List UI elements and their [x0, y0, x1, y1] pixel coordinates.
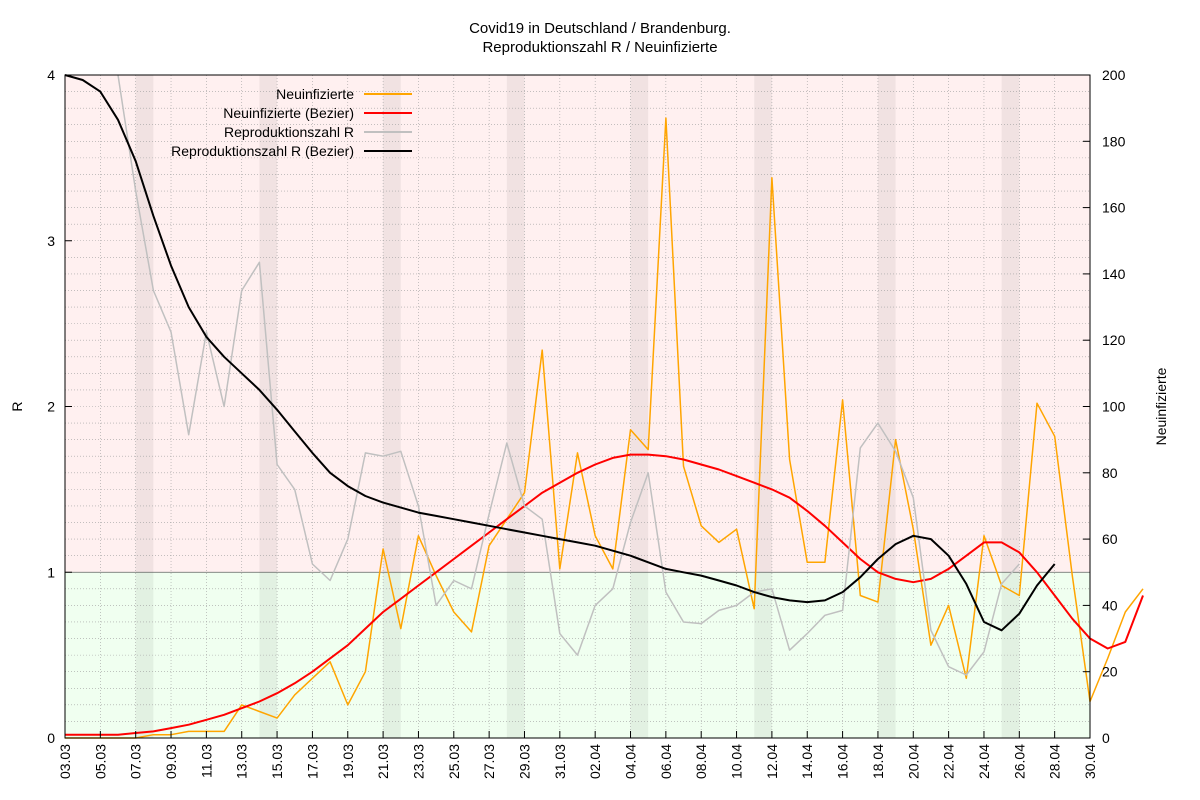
legend-label-neuinfizierte_bezier: Neuinfizierte (Bezier) [223, 105, 354, 121]
y-right-tick-label: 40 [1102, 597, 1118, 613]
y-right-tick-label: 140 [1102, 266, 1126, 282]
x-tick-label: 23.03 [410, 744, 426, 779]
x-tick-label: 14.04 [799, 744, 815, 779]
x-tick-label: 04.04 [623, 744, 639, 779]
y-right-tick-label: 0 [1102, 730, 1110, 746]
series-line-neuinfizierte [65, 117, 1144, 739]
x-tick-label: 12.04 [764, 744, 780, 779]
x-tick-label: 09.03 [163, 744, 179, 779]
y-left-tick-label: 4 [47, 67, 55, 83]
y-left-tick-label: 3 [47, 233, 55, 249]
y-right-tick-label: 160 [1102, 200, 1126, 216]
band-above-threshold [65, 75, 1090, 573]
x-tick-label: 16.04 [835, 744, 851, 779]
y-right-tick-label: 180 [1102, 133, 1126, 149]
weekend-band [630, 75, 649, 738]
x-tick-label: 05.03 [92, 744, 108, 779]
series-line-reproduktionszahl [117, 74, 1020, 676]
y-right-axis-label: Neuinfizierte [1153, 367, 1169, 445]
y-left-tick-label: 0 [47, 730, 55, 746]
x-tick-label: 18.04 [870, 744, 886, 779]
y-right-tick-label: 20 [1102, 664, 1118, 680]
x-tick-label: 29.03 [516, 744, 532, 779]
x-tick-label: 27.03 [481, 744, 497, 779]
series-line-neuinfizierte_bezier [65, 453, 1144, 736]
x-tick-label: 25.03 [446, 744, 462, 779]
y-right-tick-label: 200 [1102, 67, 1126, 83]
x-tick-label: 06.04 [658, 744, 674, 779]
x-tick-label: 08.04 [693, 744, 709, 779]
chart-subtitle: Reproduktionszahl R / Neuinfizierte [482, 39, 718, 56]
y-right-tick-label: 60 [1102, 531, 1118, 547]
weekend-band [877, 75, 896, 738]
x-tick-label: 26.04 [1011, 744, 1027, 779]
y-right-tick-label: 120 [1102, 332, 1126, 348]
weekend-band [135, 75, 154, 738]
x-tick-label: 07.03 [128, 744, 144, 779]
x-tick-label: 31.03 [552, 744, 568, 779]
y-right-tick-label: 80 [1102, 465, 1118, 481]
chart-title: Covid19 in Deutschland / Brandenburg. [469, 20, 731, 37]
x-tick-label: 19.03 [340, 744, 356, 779]
x-tick-label: 13.03 [234, 744, 250, 779]
x-tick-label: 02.04 [587, 744, 603, 779]
x-tick-label: 28.04 [1047, 744, 1063, 779]
x-tick-label: 30.04 [1082, 744, 1098, 779]
legend-label-reproduktionszahl_bezier: Reproduktionszahl R (Bezier) [171, 143, 354, 159]
y-left-tick-label: 2 [47, 399, 55, 415]
x-tick-label: 17.03 [304, 744, 320, 779]
x-tick-label: 15.03 [269, 744, 285, 779]
y-right-tick-label: 100 [1102, 399, 1126, 415]
x-tick-label: 22.04 [941, 744, 957, 779]
y-left-tick-label: 1 [47, 564, 55, 580]
x-tick-label: 20.04 [905, 744, 921, 779]
x-tick-label: 24.04 [976, 744, 992, 779]
legend-label-neuinfizierte: Neuinfizierte [276, 86, 354, 102]
y-left-axis-label: R [9, 401, 25, 411]
series-line-reproduktionszahl_bezier [64, 74, 1056, 632]
x-tick-label: 11.03 [198, 744, 214, 778]
x-tick-label: 10.04 [729, 744, 745, 779]
x-tick-label: 21.03 [375, 744, 391, 779]
legend-label-reproduktionszahl: Reproduktionszahl R [224, 124, 354, 140]
x-tick-label: 03.03 [57, 744, 73, 779]
